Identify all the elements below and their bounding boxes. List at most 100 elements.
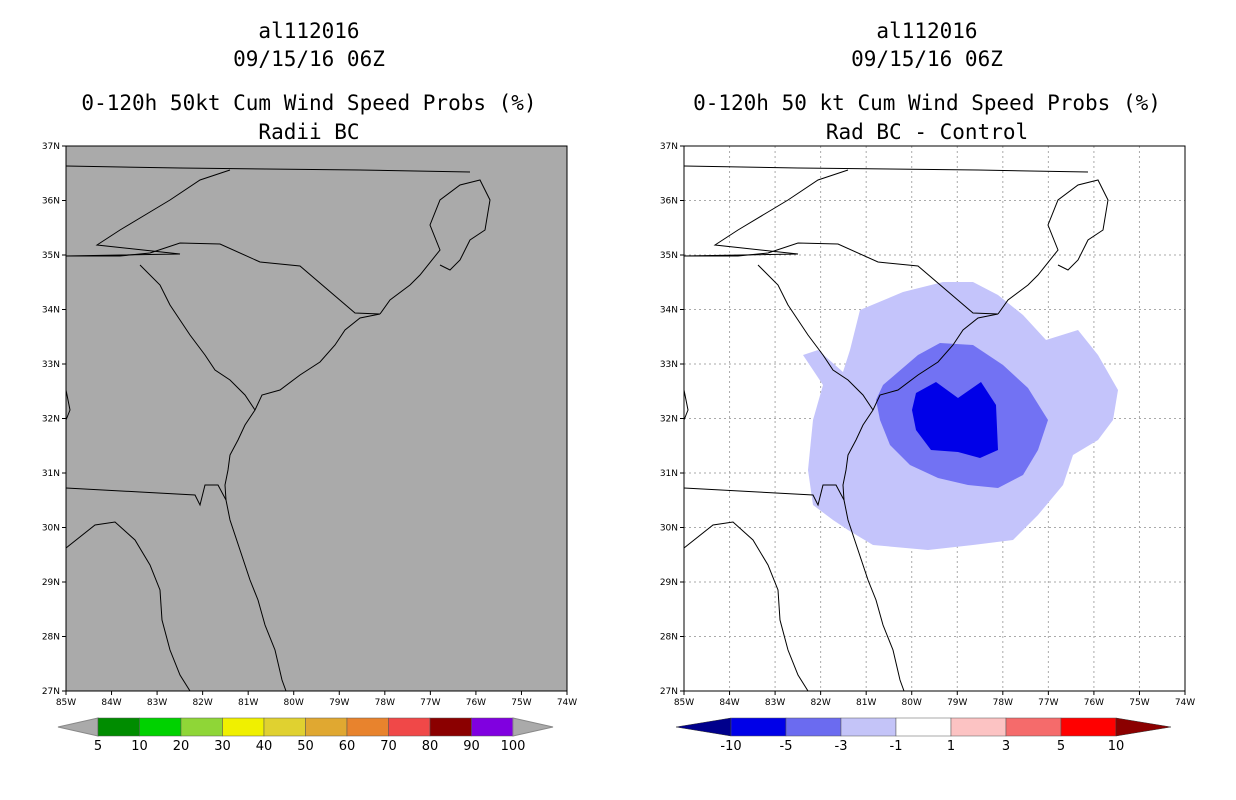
colorbar-label: 30 (214, 739, 231, 754)
forecast-datetime: 09/15/16 06Z (233, 47, 385, 71)
colorbar-swatch (730, 717, 787, 737)
colorbar-swatch (895, 717, 952, 737)
colorbar-label: 10 (1108, 739, 1125, 754)
lon-label: 83W (147, 698, 167, 708)
lat-label: 36N (42, 197, 60, 207)
lat-label: 31N (42, 469, 60, 479)
colorbar-label: 5 (1057, 739, 1065, 754)
lat-label: 28N (660, 633, 678, 643)
lat-label: 34N (42, 306, 60, 316)
lat-label: 27N (660, 687, 678, 697)
colorbar-label: 40 (256, 739, 273, 754)
colorbar: -10 -5 -3 -1 1 3 5 10 (675, 717, 1172, 754)
coastline-boundaries (65, 165, 491, 692)
colorbar-swatch (305, 717, 348, 737)
lat-label: 35N (660, 251, 678, 261)
lon-label: 81W (856, 698, 876, 708)
lon-label: 78W (993, 698, 1013, 708)
lat-axis-labels: 37N 36N 35N 34N 33N 32N 31N 30N 29N 28N 27N (660, 142, 684, 697)
lon-label: 84W (719, 698, 739, 708)
lat-label: 31N (660, 469, 678, 479)
colorbar-end-high (512, 717, 554, 737)
colorbar-label: 60 (339, 739, 356, 754)
colorbar-swatch (429, 717, 472, 737)
map-background (65, 145, 568, 692)
lon-label: 77W (420, 698, 440, 708)
lat-label: 36N (660, 197, 678, 207)
lon-label: 81W (238, 698, 258, 708)
lat-label: 29N (42, 578, 60, 588)
colorbar: 5 10 20 30 40 50 60 70 80 90 100 (57, 717, 554, 754)
lat-label: 28N (42, 633, 60, 643)
colorbar-label: 20 (173, 739, 190, 754)
lon-label: 74W (557, 698, 577, 708)
colorbar-end-low (57, 717, 99, 737)
colorbar-label: -1 (890, 739, 903, 754)
contour-dark (912, 382, 998, 458)
lat-label: 32N (660, 415, 678, 425)
colorbar-label: 80 (422, 739, 439, 754)
lon-axis-labels: 85W 84W 83W 82W 81W 80W 79W 78W 77W 76W 75W 74W (674, 691, 1195, 708)
lat-label: 30N (42, 524, 60, 534)
map-title: 0-120h 50kt Cum Wind Speed Probs (%) (81, 91, 537, 115)
lat-label: 32N (42, 415, 60, 425)
lon-label: 75W (511, 698, 531, 708)
lon-label: 75W (1129, 698, 1149, 708)
map-subtitle: Radii BC (258, 120, 360, 144)
lon-label: 83W (765, 698, 785, 708)
lon-label: 84W (101, 698, 121, 708)
colorbar-label: 3 (1002, 739, 1010, 754)
lon-label: 79W (947, 698, 967, 708)
colorbar-label: 100 (501, 739, 526, 754)
lon-label: 78W (375, 698, 395, 708)
colorbar-label: 1 (947, 739, 955, 754)
lon-label: 76W (466, 698, 486, 708)
coastline-boundaries (683, 165, 1109, 692)
colorbar-swatch (388, 717, 431, 737)
lon-label: 82W (192, 698, 212, 708)
lat-label: 37N (42, 142, 60, 152)
map-subtitle: Rad BC - Control (825, 120, 1029, 144)
lon-label: 77W (1038, 698, 1058, 708)
colorbar-label: 90 (463, 739, 480, 754)
colorbar-label: 5 (94, 739, 102, 754)
lon-label: 82W (810, 698, 830, 708)
lat-label: 33N (42, 360, 60, 370)
lat-label: 34N (660, 306, 678, 316)
colorbar-swatch (263, 717, 306, 737)
colorbar-label: -10 (720, 739, 741, 754)
lon-label: 85W (56, 698, 76, 708)
colorbar-label: -5 (780, 739, 793, 754)
colorbar-swatch (346, 717, 389, 737)
lat-label: 30N (660, 524, 678, 534)
colorbar-swatch (97, 717, 140, 737)
lon-label: 74W (1175, 698, 1195, 708)
colorbar-label: -3 (835, 739, 848, 754)
right-map: 37N 36N 35N 34N 33N 32N 31N 30N 29N 28N 27N 85W 84W… (660, 142, 1195, 754)
colorbar-swatch (785, 717, 842, 737)
colorbar-label: 50 (297, 739, 314, 754)
colorbar-end-high (1115, 717, 1172, 737)
lon-label: 80W (902, 698, 922, 708)
storm-id: al112016 (876, 19, 978, 43)
left-map: 37N 36N 35N 34N 33N 32N 31N 30N 29N 28N 27N 85W 84W… (42, 142, 577, 754)
colorbar-swatch (180, 717, 223, 737)
colorbar-label: 10 (131, 739, 148, 754)
colorbar-swatch (1005, 717, 1062, 737)
lon-label: 79W (329, 698, 349, 708)
map-title: 0-120h 50 kt Cum Wind Speed Probs (%) (693, 91, 1161, 115)
storm-id: al112016 (258, 19, 360, 43)
lat-label: 27N (42, 687, 60, 697)
colorbar-swatch (222, 717, 265, 737)
colorbar-swatch (471, 717, 514, 737)
lat-label: 29N (660, 578, 678, 588)
colorbar-swatch (139, 717, 182, 737)
colorbar-swatch (840, 717, 897, 737)
lat-label: 37N (660, 142, 678, 152)
lat-label: 33N (660, 360, 678, 370)
colorbar-label: 70 (380, 739, 397, 754)
lat-axis-labels: 37N 36N 35N 34N 33N 32N 31N 30N 29N 28N 27N (42, 142, 66, 697)
colorbar-swatch (1060, 717, 1117, 737)
lon-axis-labels: 85W 84W 83W 82W 81W 80W 79W 78W 77W 76W 75W 74W (56, 691, 577, 708)
colorbar-end-low (675, 717, 732, 737)
